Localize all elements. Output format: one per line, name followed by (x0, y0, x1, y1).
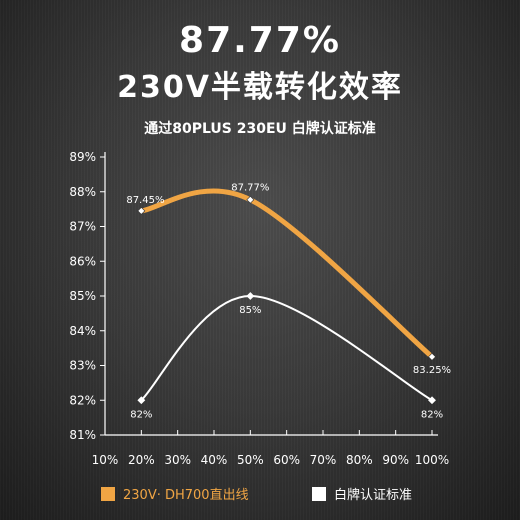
y-tick-label: 83% (69, 359, 96, 373)
point-dh700 (428, 352, 436, 361)
y-tick-label: 86% (69, 254, 96, 268)
x-tick-label: 20% (128, 453, 155, 467)
point-dh700 (246, 195, 255, 204)
data-labels: 87.45% 87.77% 83.25% 82% 85% 82% (126, 183, 451, 421)
legend-item-dh700: 230V· DH700直出线 (101, 484, 249, 503)
data-label-standard: 85% (239, 305, 261, 316)
x-tick-label: 10% (92, 453, 119, 467)
point-dh700 (137, 206, 146, 215)
y-tick-label: 89% (69, 150, 96, 164)
y-tick-label: 81% (69, 428, 96, 442)
data-label-standard: 82% (421, 409, 443, 420)
legend-label-dh700: 230V· DH700直出线 (123, 488, 249, 503)
legend-label-standard: 白牌认证标准 (334, 488, 413, 503)
x-tick-label: 40% (201, 453, 228, 467)
y-tick-label: 87% (69, 220, 96, 234)
x-tick-label: 70% (310, 453, 337, 467)
point-standard (428, 396, 436, 405)
legend-swatch-orange (101, 486, 115, 501)
data-label-dh700: 87.77% (231, 183, 269, 194)
data-label-dh700: 83.25% (413, 365, 451, 376)
data-label-dh700: 87.45% (126, 195, 164, 206)
series-line-standard (140, 294, 433, 402)
efficiency-chart: 89% 88% 87% 86% 85% 84% 83% 82% 81% 10% 20% 30% 40% 5… (69, 150, 451, 467)
x-tick-label: 50% (237, 453, 264, 467)
y-tick-label: 85% (69, 289, 96, 303)
series-layer (137, 188, 436, 405)
headline-value: 87.77% (179, 20, 341, 61)
point-standard (137, 396, 146, 405)
chart-axes: 89% 88% 87% 86% 85% 84% 83% 82% 81% 10% 20% 30% 40% 5… (69, 150, 449, 467)
legend-item-standard: 白牌认证标准 (312, 484, 412, 503)
y-tick-label: 82% (69, 393, 96, 407)
chart-subtitle: 通过80PLUS 230EU 白牌认证标准 (144, 121, 376, 137)
x-tick-label: 60% (273, 453, 300, 467)
headline-title: 230V半载转化效率 (117, 70, 403, 105)
x-tick-label: 30% (164, 453, 191, 467)
x-tick-label: 80% (346, 453, 373, 467)
x-tick-label: 100% (415, 453, 449, 467)
point-standard (246, 292, 255, 300)
y-tick-label: 84% (69, 324, 96, 338)
data-label-standard: 82% (130, 409, 152, 420)
series-line-dh700 (138, 188, 435, 360)
legend-swatch-white (312, 486, 326, 501)
y-tick-label: 88% (69, 185, 96, 199)
x-tick-label: 90% (382, 453, 409, 467)
